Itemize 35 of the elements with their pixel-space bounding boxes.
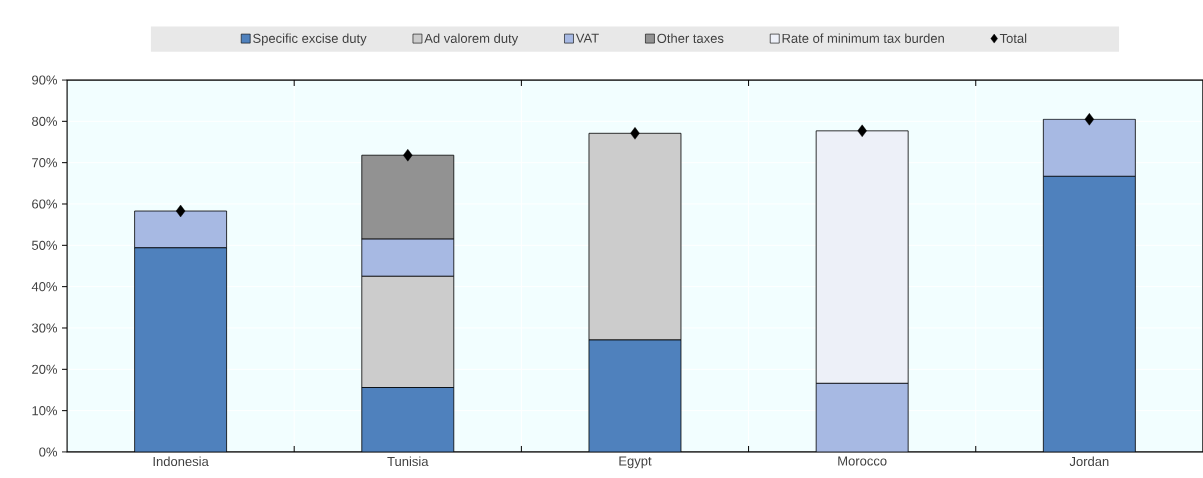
legend-label: Total — [999, 33, 1027, 43]
x-tick-label: Jordan — [1069, 456, 1109, 467]
x-tick-label: Egypt — [619, 456, 652, 469]
point — [403, 149, 413, 162]
bar — [1042, 175, 1136, 452]
point — [630, 127, 640, 140]
y-tick-label: 30% — [31, 323, 58, 333]
bar — [815, 382, 909, 452]
x-tick-label: Indonesia — [153, 456, 209, 467]
y-tick-label: 50% — [31, 240, 58, 250]
bar — [134, 247, 227, 452]
bar — [361, 275, 455, 388]
legend-label: Ad valorem duty — [424, 33, 519, 46]
legend-label: Specific excise duty — [253, 33, 367, 46]
y-tick-label: 0% — [39, 447, 58, 457]
bar — [361, 387, 455, 452]
bar — [361, 238, 455, 277]
y-tick-label: 60% — [32, 199, 58, 209]
point — [175, 204, 186, 218]
point — [1084, 113, 1095, 126]
x-tick-label: Morocco — [838, 456, 887, 466]
bar — [588, 339, 682, 452]
bar — [134, 210, 227, 249]
y-tick-label: 80% — [32, 116, 58, 126]
y-tick-label: 70% — [32, 158, 58, 168]
y-tick-label: 10% — [32, 406, 58, 416]
y-tick-label: 40% — [31, 282, 58, 292]
x-tick-label: Tunisia — [387, 456, 429, 467]
legend-label: VAT — [575, 33, 599, 43]
legend-label: Other taxes — [657, 33, 724, 43]
legend-label: Rate of minimum tax burden — [782, 33, 944, 43]
bar — [1042, 118, 1136, 177]
y-tick-label: 90% — [32, 75, 58, 85]
y-tick-label: 20% — [32, 364, 58, 374]
point — [857, 124, 867, 138]
